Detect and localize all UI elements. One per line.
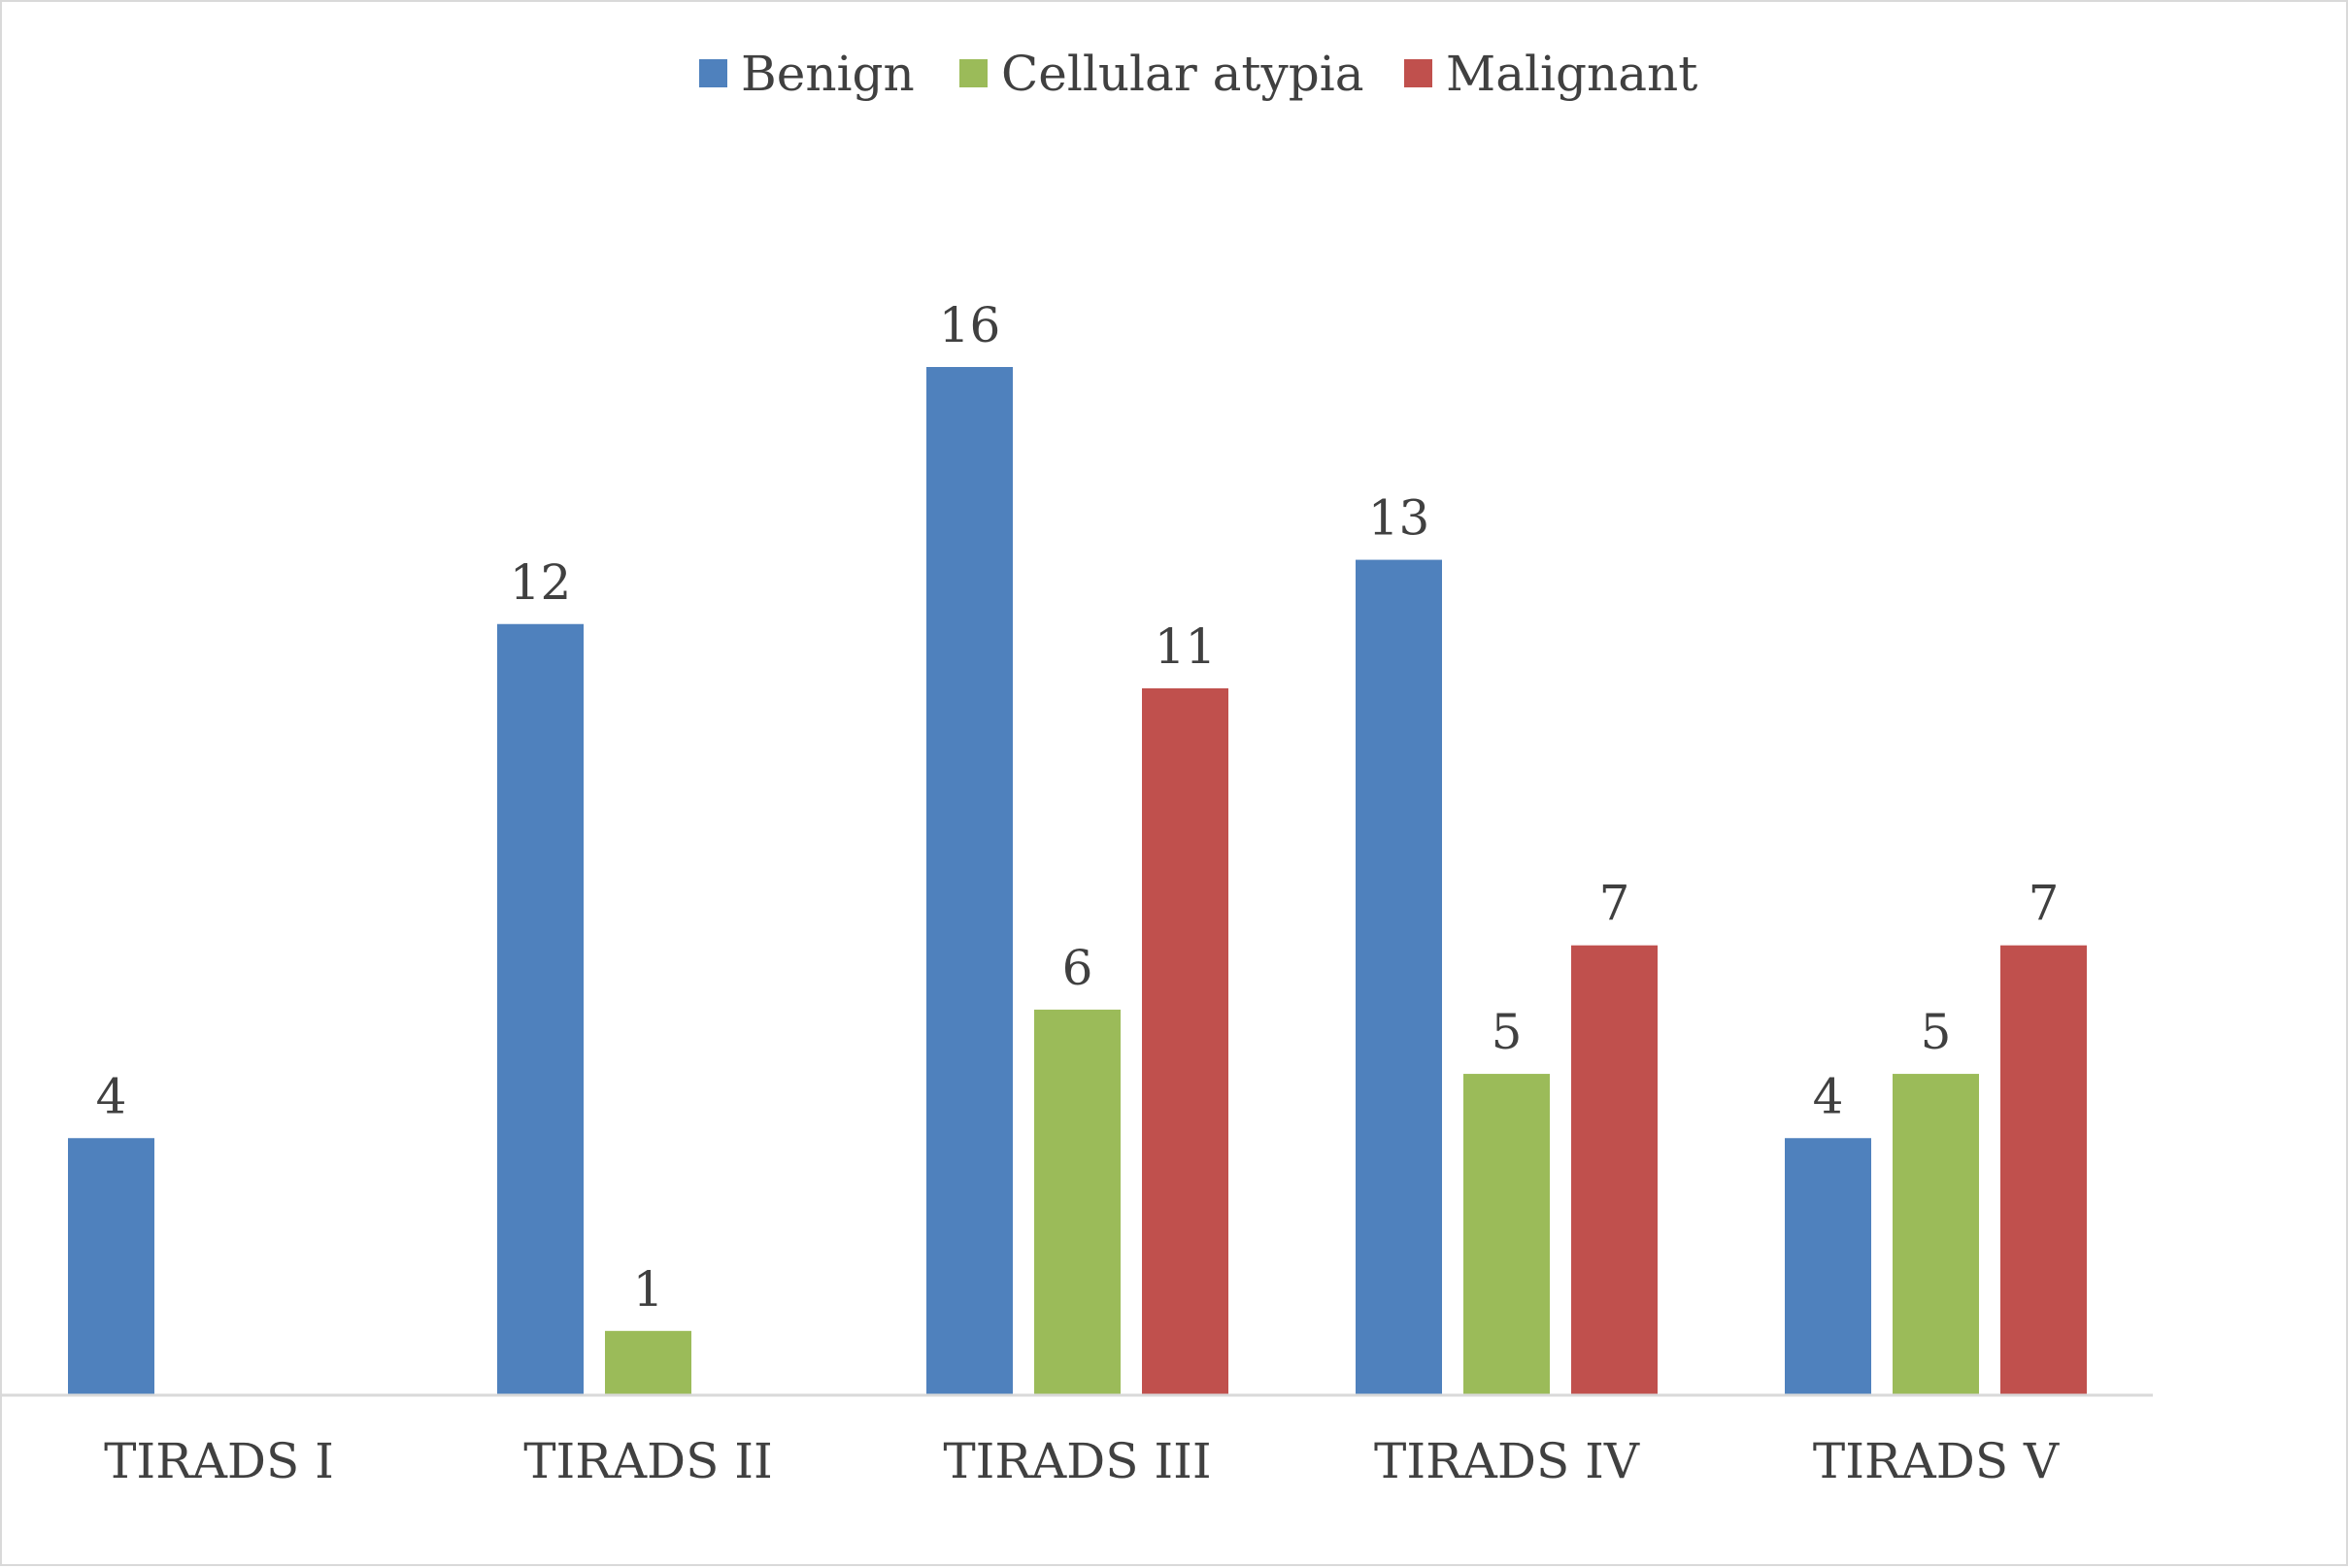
legend-swatch-malignant (1404, 59, 1432, 87)
data-label-cellular-atypia-tirads-v: 5 (1921, 1004, 1952, 1060)
legend-swatch-benign (699, 59, 727, 87)
bar-cellular-atypia-tirads-iv (1463, 1074, 1550, 1395)
bar-benign-tirads-ii (497, 623, 584, 1395)
bar-malignant-tirads-iv (1571, 945, 1658, 1395)
legend-label-malignant: Malignant (1446, 46, 1697, 102)
bar-benign-tirads-iv (1356, 559, 1442, 1395)
legend-swatch-cellular-atypia (959, 59, 988, 87)
bar-benign-tirads-v (1785, 1138, 1871, 1395)
data-label-cellular-atypia-tirads-iii: 6 (1062, 940, 1093, 996)
data-label-malignant-tirads-iv: 7 (1599, 876, 1630, 932)
legend-label-cellular-atypia: Cellular atypia (1001, 46, 1364, 102)
data-label-benign-tirads-ii: 12 (510, 554, 572, 611)
category-label-tirads-ii: TIRADS II (523, 1433, 773, 1489)
legend: Benign Cellular atypia Malignant (699, 46, 1697, 102)
data-label-benign-tirads-iii: 16 (939, 297, 1001, 353)
category-label-tirads-v: TIRADS V (1813, 1433, 2060, 1489)
data-label-malignant-tirads-v: 7 (2029, 876, 2060, 932)
bar-benign-tirads-i (68, 1138, 154, 1395)
data-label-malignant-tirads-iii: 11 (1155, 618, 1217, 675)
category-label-tirads-iv: TIRADS IV (1374, 1433, 1640, 1489)
category-labels: TIRADS I TIRADS II TIRADS III TIRADS IV TIRA… (104, 1433, 2060, 1489)
legend-label-benign: Benign (741, 46, 915, 102)
bar-cellular-atypia-tirads-v (1893, 1074, 1979, 1395)
data-label-benign-tirads-v: 4 (1813, 1068, 1844, 1124)
data-labels: 4 12 1 16 6 11 13 5 7 4 5 7 (96, 297, 2060, 1318)
data-label-benign-tirads-i: 4 (96, 1068, 127, 1124)
bar-cellular-atypia-tirads-ii (605, 1330, 691, 1395)
category-label-tirads-iii: TIRADS III (943, 1433, 1211, 1489)
data-label-benign-tirads-iv: 13 (1368, 490, 1430, 547)
category-label-tirads-i: TIRADS I (104, 1433, 334, 1489)
bar-malignant-tirads-v (2000, 945, 2087, 1395)
bar-malignant-tirads-iii (1142, 687, 1228, 1395)
data-label-cellular-atypia-tirads-ii: 1 (633, 1261, 664, 1318)
data-label-cellular-atypia-tirads-iv: 5 (1492, 1004, 1523, 1060)
bars (68, 367, 2087, 1395)
bar-benign-tirads-iii (926, 367, 1013, 1395)
bar-cellular-atypia-tirads-iii (1034, 1009, 1121, 1395)
